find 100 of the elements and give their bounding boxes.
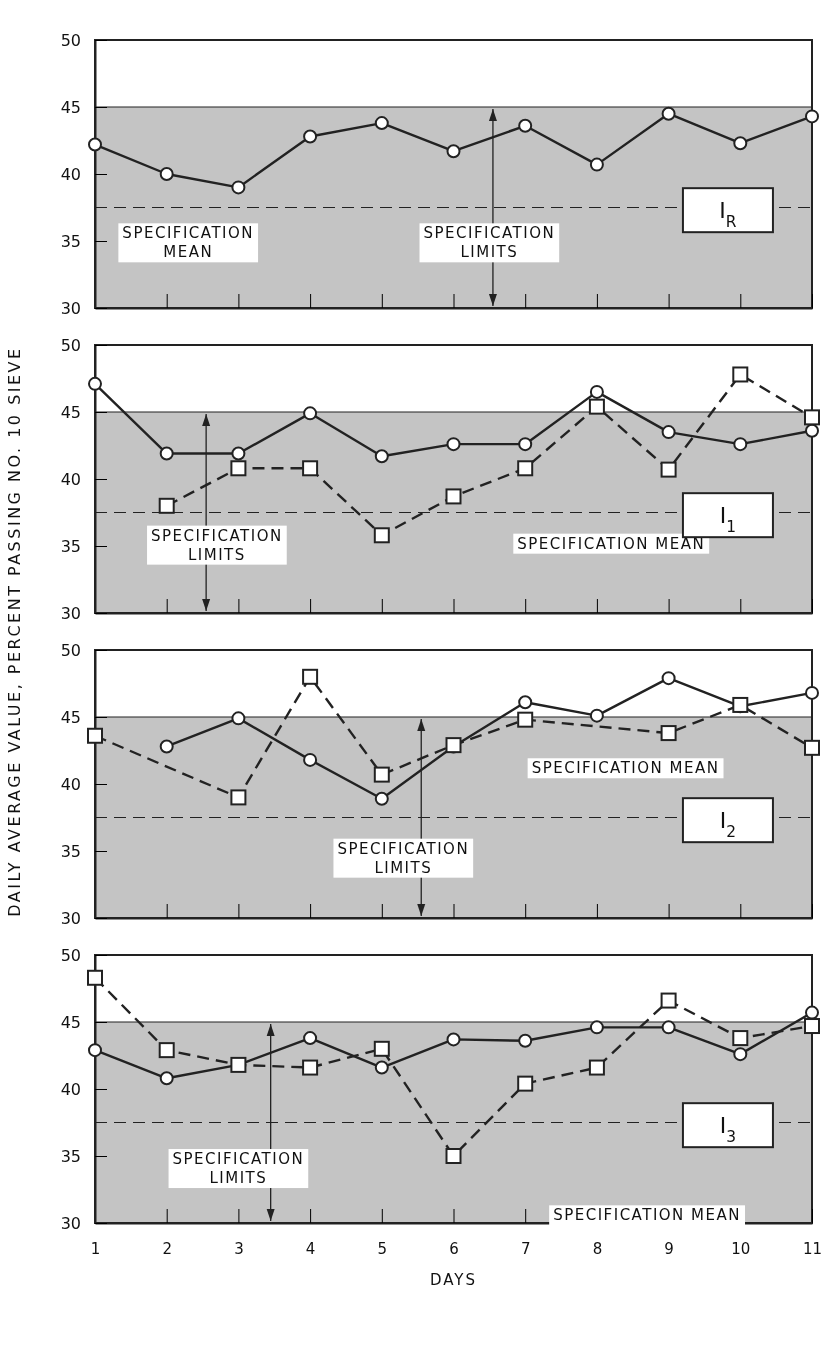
- ref-line-label: SPECIFICATION MEAN: [122, 224, 255, 262]
- point: [374, 116, 389, 131]
- ref-line-label: SPECIFICATION MEAN: [531, 759, 720, 778]
- point: [733, 1047, 748, 1062]
- x-tick-label: 6: [449, 1239, 459, 1258]
- point: [732, 1030, 749, 1047]
- point: [231, 180, 246, 195]
- point: [588, 398, 605, 415]
- point: [302, 668, 319, 685]
- band-label: SPECIFICATION LIMITS: [423, 224, 556, 262]
- point: [589, 384, 604, 399]
- annotation: I$_{3}$: [719, 1113, 737, 1147]
- point: [518, 1033, 533, 1048]
- y-tick-label: 35: [60, 841, 81, 861]
- y-tick-label: 45: [60, 1012, 81, 1032]
- point: [588, 1059, 605, 1076]
- point: [804, 739, 820, 756]
- point: [302, 460, 319, 477]
- point: [446, 437, 461, 452]
- x-tick-label: 10: [731, 1239, 751, 1258]
- point: [87, 969, 103, 986]
- point: [661, 425, 676, 440]
- y-tick-label: 30: [60, 908, 81, 928]
- point: [805, 109, 819, 124]
- point: [374, 1060, 389, 1075]
- point: [374, 791, 389, 806]
- x-tick-label: 7: [520, 1239, 531, 1258]
- point: [660, 461, 677, 478]
- point: [303, 752, 318, 767]
- x-tick-label: 4: [305, 1239, 316, 1258]
- point: [88, 376, 102, 391]
- band-label: SPECIFICATION LIMITS: [151, 526, 283, 564]
- point: [660, 725, 677, 742]
- point: [302, 1059, 319, 1076]
- point: [88, 1043, 102, 1058]
- point: [158, 497, 175, 514]
- point: [158, 1042, 175, 1059]
- band-label: SPECIFICATION LIMITS: [172, 1150, 305, 1188]
- point: [87, 727, 103, 744]
- point: [159, 1071, 174, 1086]
- point: [231, 711, 246, 726]
- point: [231, 446, 246, 461]
- y-tick-label: 50: [60, 30, 81, 50]
- point: [733, 437, 748, 452]
- point: [230, 789, 247, 806]
- y-tick-label: 40: [60, 164, 81, 184]
- point: [661, 671, 676, 686]
- point: [374, 449, 389, 464]
- point: [518, 118, 533, 133]
- point: [517, 460, 534, 477]
- point: [159, 739, 174, 754]
- point: [230, 460, 247, 477]
- y-tick-label: 50: [60, 640, 81, 660]
- annotation: I$_{R}$: [719, 198, 737, 232]
- point: [804, 409, 820, 426]
- x-tick-label: 5: [377, 1239, 388, 1258]
- x-tick-label: 2: [162, 1239, 172, 1258]
- point: [517, 1075, 534, 1092]
- y-tick-label: 40: [60, 774, 81, 794]
- point: [303, 1031, 318, 1046]
- y-tick-label: 45: [60, 97, 81, 117]
- point: [88, 137, 102, 152]
- point: [589, 708, 604, 723]
- y-tick-label: 50: [60, 945, 81, 965]
- point: [518, 695, 533, 710]
- y-tick-label: 35: [60, 1146, 81, 1166]
- y-tick-label: 40: [60, 469, 81, 489]
- point: [661, 106, 676, 121]
- x-tick-label: 8: [592, 1239, 603, 1258]
- point: [373, 1040, 390, 1057]
- annotation: I$_{1}$: [719, 503, 737, 537]
- point: [303, 406, 318, 421]
- y-tick-label: 40: [60, 1079, 81, 1099]
- x-tick-label: 11: [802, 1239, 823, 1258]
- y-tick-label: 30: [60, 603, 81, 623]
- point: [660, 992, 677, 1009]
- point: [732, 366, 749, 383]
- y-tick-label: 35: [60, 536, 81, 556]
- x-tick-label: 9: [664, 1239, 674, 1258]
- ref-line-label: SPECIFICATION MEAN: [553, 1206, 742, 1225]
- point: [159, 446, 174, 461]
- y-axis-title: DAILY AVERAGE VALUE, PERCENT PASSING NO. 10 SIEVE: [5, 346, 24, 917]
- point: [446, 144, 461, 159]
- x-axis-title: DAYS: [429, 1271, 478, 1289]
- point: [589, 1020, 604, 1035]
- point: [517, 711, 534, 728]
- point: [805, 423, 819, 438]
- point: [445, 1148, 462, 1164]
- point: [445, 488, 462, 505]
- point: [805, 685, 819, 700]
- point: [518, 437, 533, 452]
- y-tick-label: 45: [60, 707, 81, 727]
- point: [446, 1032, 461, 1047]
- point: [373, 766, 390, 783]
- x-tick-label: 1: [90, 1239, 101, 1258]
- y-tick-label: 50: [60, 335, 81, 355]
- point: [303, 129, 318, 144]
- x-tick-label: 3: [234, 1239, 244, 1258]
- point: [804, 1018, 820, 1035]
- ref-line-label: SPECIFICATION MEAN: [517, 534, 706, 553]
